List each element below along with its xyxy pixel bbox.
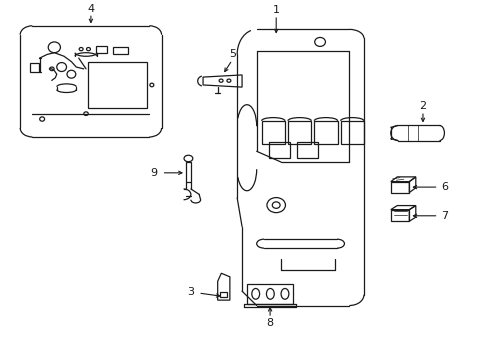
Text: 3: 3 xyxy=(187,287,194,297)
Bar xyxy=(261,121,285,144)
Bar xyxy=(390,182,408,193)
Bar xyxy=(96,46,106,53)
Text: 2: 2 xyxy=(419,102,426,112)
Bar xyxy=(390,210,408,221)
Bar xyxy=(113,46,128,54)
Text: 6: 6 xyxy=(441,182,447,192)
Bar xyxy=(185,162,190,182)
Bar xyxy=(220,292,226,297)
Bar xyxy=(30,63,39,72)
Bar xyxy=(314,121,337,144)
Text: 9: 9 xyxy=(150,168,158,178)
Text: 4: 4 xyxy=(87,4,94,14)
Text: 7: 7 xyxy=(441,211,447,221)
Text: 1: 1 xyxy=(272,5,279,15)
Bar xyxy=(246,284,293,304)
Bar xyxy=(287,121,311,144)
Text: 5: 5 xyxy=(228,49,235,59)
Bar xyxy=(297,142,318,158)
Text: 8: 8 xyxy=(266,318,273,328)
Bar xyxy=(268,142,289,158)
Bar xyxy=(340,121,363,144)
Bar xyxy=(88,62,147,108)
